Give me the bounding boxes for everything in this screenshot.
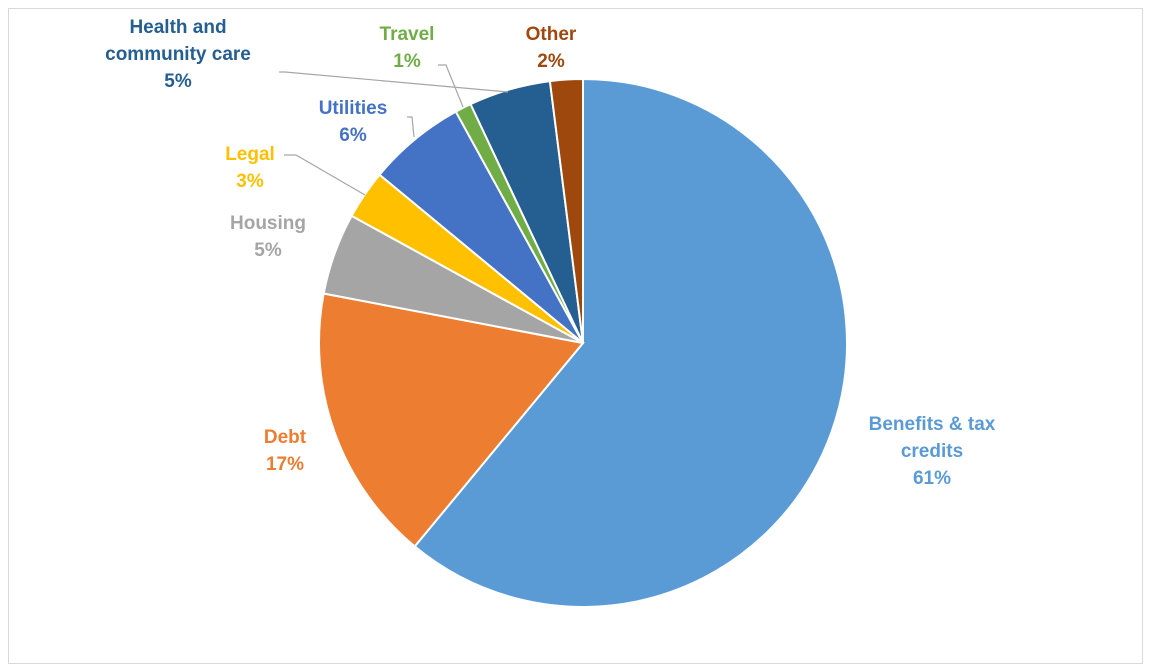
slice-percent-label: 61% xyxy=(913,468,951,489)
slice-percent-label: 17% xyxy=(266,454,304,475)
pie-slice xyxy=(413,77,848,608)
slice-category-label: Debt xyxy=(264,427,307,448)
leader-line xyxy=(407,116,415,138)
leader-line xyxy=(284,154,366,196)
data-labels: Benefits & tax credits 61% Debt 17% Housing 5%… xyxy=(105,17,996,489)
pie-slice xyxy=(548,77,584,344)
leader-line xyxy=(279,71,509,93)
leader-lines xyxy=(279,64,509,196)
slice-percent-label: 3% xyxy=(236,171,264,192)
leader-line xyxy=(438,64,464,108)
slice-percent-label: 2% xyxy=(537,51,565,72)
pie-slices xyxy=(318,77,848,608)
slice-category-label: Housing xyxy=(230,213,306,234)
slice-percent-label: 6% xyxy=(339,125,367,146)
slice-category-label: credits xyxy=(901,441,963,462)
slice-category-label: Health and xyxy=(129,17,226,38)
slice-category-label: Travel xyxy=(380,24,435,45)
slice-percent-label: 5% xyxy=(254,240,282,261)
slice-category-label: Utilities xyxy=(319,98,388,119)
slice-category-label: Benefits & tax xyxy=(869,414,996,435)
slice-category-label: Other xyxy=(526,24,577,45)
slice-percent-label: 1% xyxy=(393,51,421,72)
slice-category-label: Legal xyxy=(225,144,275,165)
slice-percent-label: 5% xyxy=(164,71,192,92)
slice-category-label: community care xyxy=(105,44,251,65)
pie-slice xyxy=(318,292,585,548)
